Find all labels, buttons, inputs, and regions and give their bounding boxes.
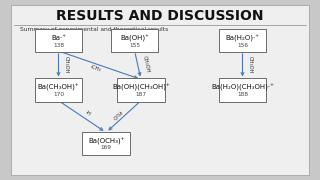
Text: 169: 169 xyxy=(100,145,112,150)
Text: Ba(H₂O)(CH₃OH)·⁺: Ba(H₂O)(CH₃OH)·⁺ xyxy=(211,84,274,91)
Text: Ba(H₂O)·⁺: Ba(H₂O)·⁺ xyxy=(226,35,260,42)
FancyBboxPatch shape xyxy=(111,29,158,52)
Text: 170: 170 xyxy=(53,92,64,97)
Text: Ba·⁺: Ba·⁺ xyxy=(51,35,66,41)
Text: Ba(OCH₃)⁺: Ba(OCH₃)⁺ xyxy=(88,137,124,145)
Text: Ba(OH)⁺: Ba(OH)⁺ xyxy=(120,35,149,42)
Text: -H: -H xyxy=(84,110,92,117)
FancyBboxPatch shape xyxy=(11,5,309,175)
Text: CH₃OH: CH₃OH xyxy=(248,57,253,74)
FancyBboxPatch shape xyxy=(117,78,165,102)
Text: Ba(OH)(CH₃OH)⁺: Ba(OH)(CH₃OH)⁺ xyxy=(112,84,170,91)
Text: Ba(CH₃OH)⁺: Ba(CH₃OH)⁺ xyxy=(38,84,79,91)
Text: 155: 155 xyxy=(129,42,140,48)
Text: Summary of experimental and theoretical results: Summary of experimental and theoretical … xyxy=(20,27,169,32)
Text: 138: 138 xyxy=(53,42,64,48)
FancyBboxPatch shape xyxy=(82,132,130,155)
Text: 187: 187 xyxy=(135,92,147,97)
Text: CH₃OH: CH₃OH xyxy=(64,57,69,74)
FancyBboxPatch shape xyxy=(35,29,82,52)
Text: -CH₃: -CH₃ xyxy=(89,65,102,73)
Text: 188: 188 xyxy=(237,92,248,97)
FancyBboxPatch shape xyxy=(219,29,266,52)
Text: 156: 156 xyxy=(237,42,248,48)
FancyBboxPatch shape xyxy=(219,78,266,102)
FancyBboxPatch shape xyxy=(35,78,82,102)
Text: -H₂O: -H₂O xyxy=(111,109,123,120)
Text: RESULTS AND DISCUSSION: RESULTS AND DISCUSSION xyxy=(56,9,264,23)
Text: CH₃OH: CH₃OH xyxy=(141,56,150,74)
